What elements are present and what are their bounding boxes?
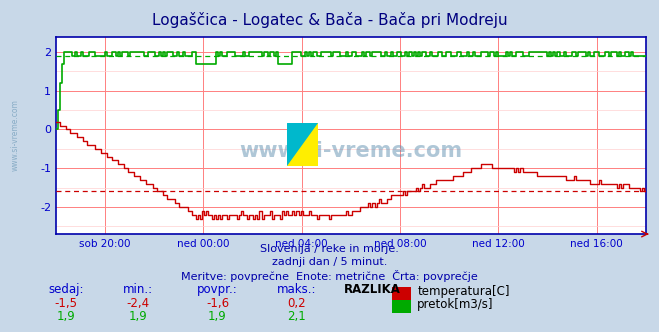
Text: Meritve: povprečne  Enote: metrične  Črta: povprečje: Meritve: povprečne Enote: metrične Črta:…: [181, 270, 478, 282]
Polygon shape: [287, 123, 318, 166]
Text: www.si-vreme.com: www.si-vreme.com: [11, 99, 19, 171]
Text: zadnji dan / 5 minut.: zadnji dan / 5 minut.: [272, 257, 387, 267]
Text: 0,2: 0,2: [287, 297, 306, 310]
Text: RAZLIKA: RAZLIKA: [344, 283, 401, 296]
Text: pretok[m3/s]: pretok[m3/s]: [417, 298, 494, 311]
Text: min.:: min.:: [123, 283, 154, 296]
Text: 1,9: 1,9: [57, 310, 75, 323]
Text: Slovenija / reke in morje.: Slovenija / reke in morje.: [260, 244, 399, 254]
Text: povpr.:: povpr.:: [197, 283, 238, 296]
Text: 2,1: 2,1: [287, 310, 306, 323]
Text: -1,5: -1,5: [55, 297, 77, 310]
Text: -1,6: -1,6: [206, 297, 229, 310]
Text: 1,9: 1,9: [129, 310, 148, 323]
Text: sedaj:: sedaj:: [48, 283, 84, 296]
Text: 1,9: 1,9: [208, 310, 227, 323]
Polygon shape: [287, 123, 318, 166]
Text: -2,4: -2,4: [127, 297, 150, 310]
Text: maks.:: maks.:: [277, 283, 316, 296]
Text: Logaščica - Logatec & Bača - Bača pri Modreju: Logaščica - Logatec & Bača - Bača pri Mo…: [152, 12, 507, 28]
Text: www.si-vreme.com: www.si-vreme.com: [239, 141, 463, 161]
Text: temperatura[C]: temperatura[C]: [417, 285, 509, 298]
